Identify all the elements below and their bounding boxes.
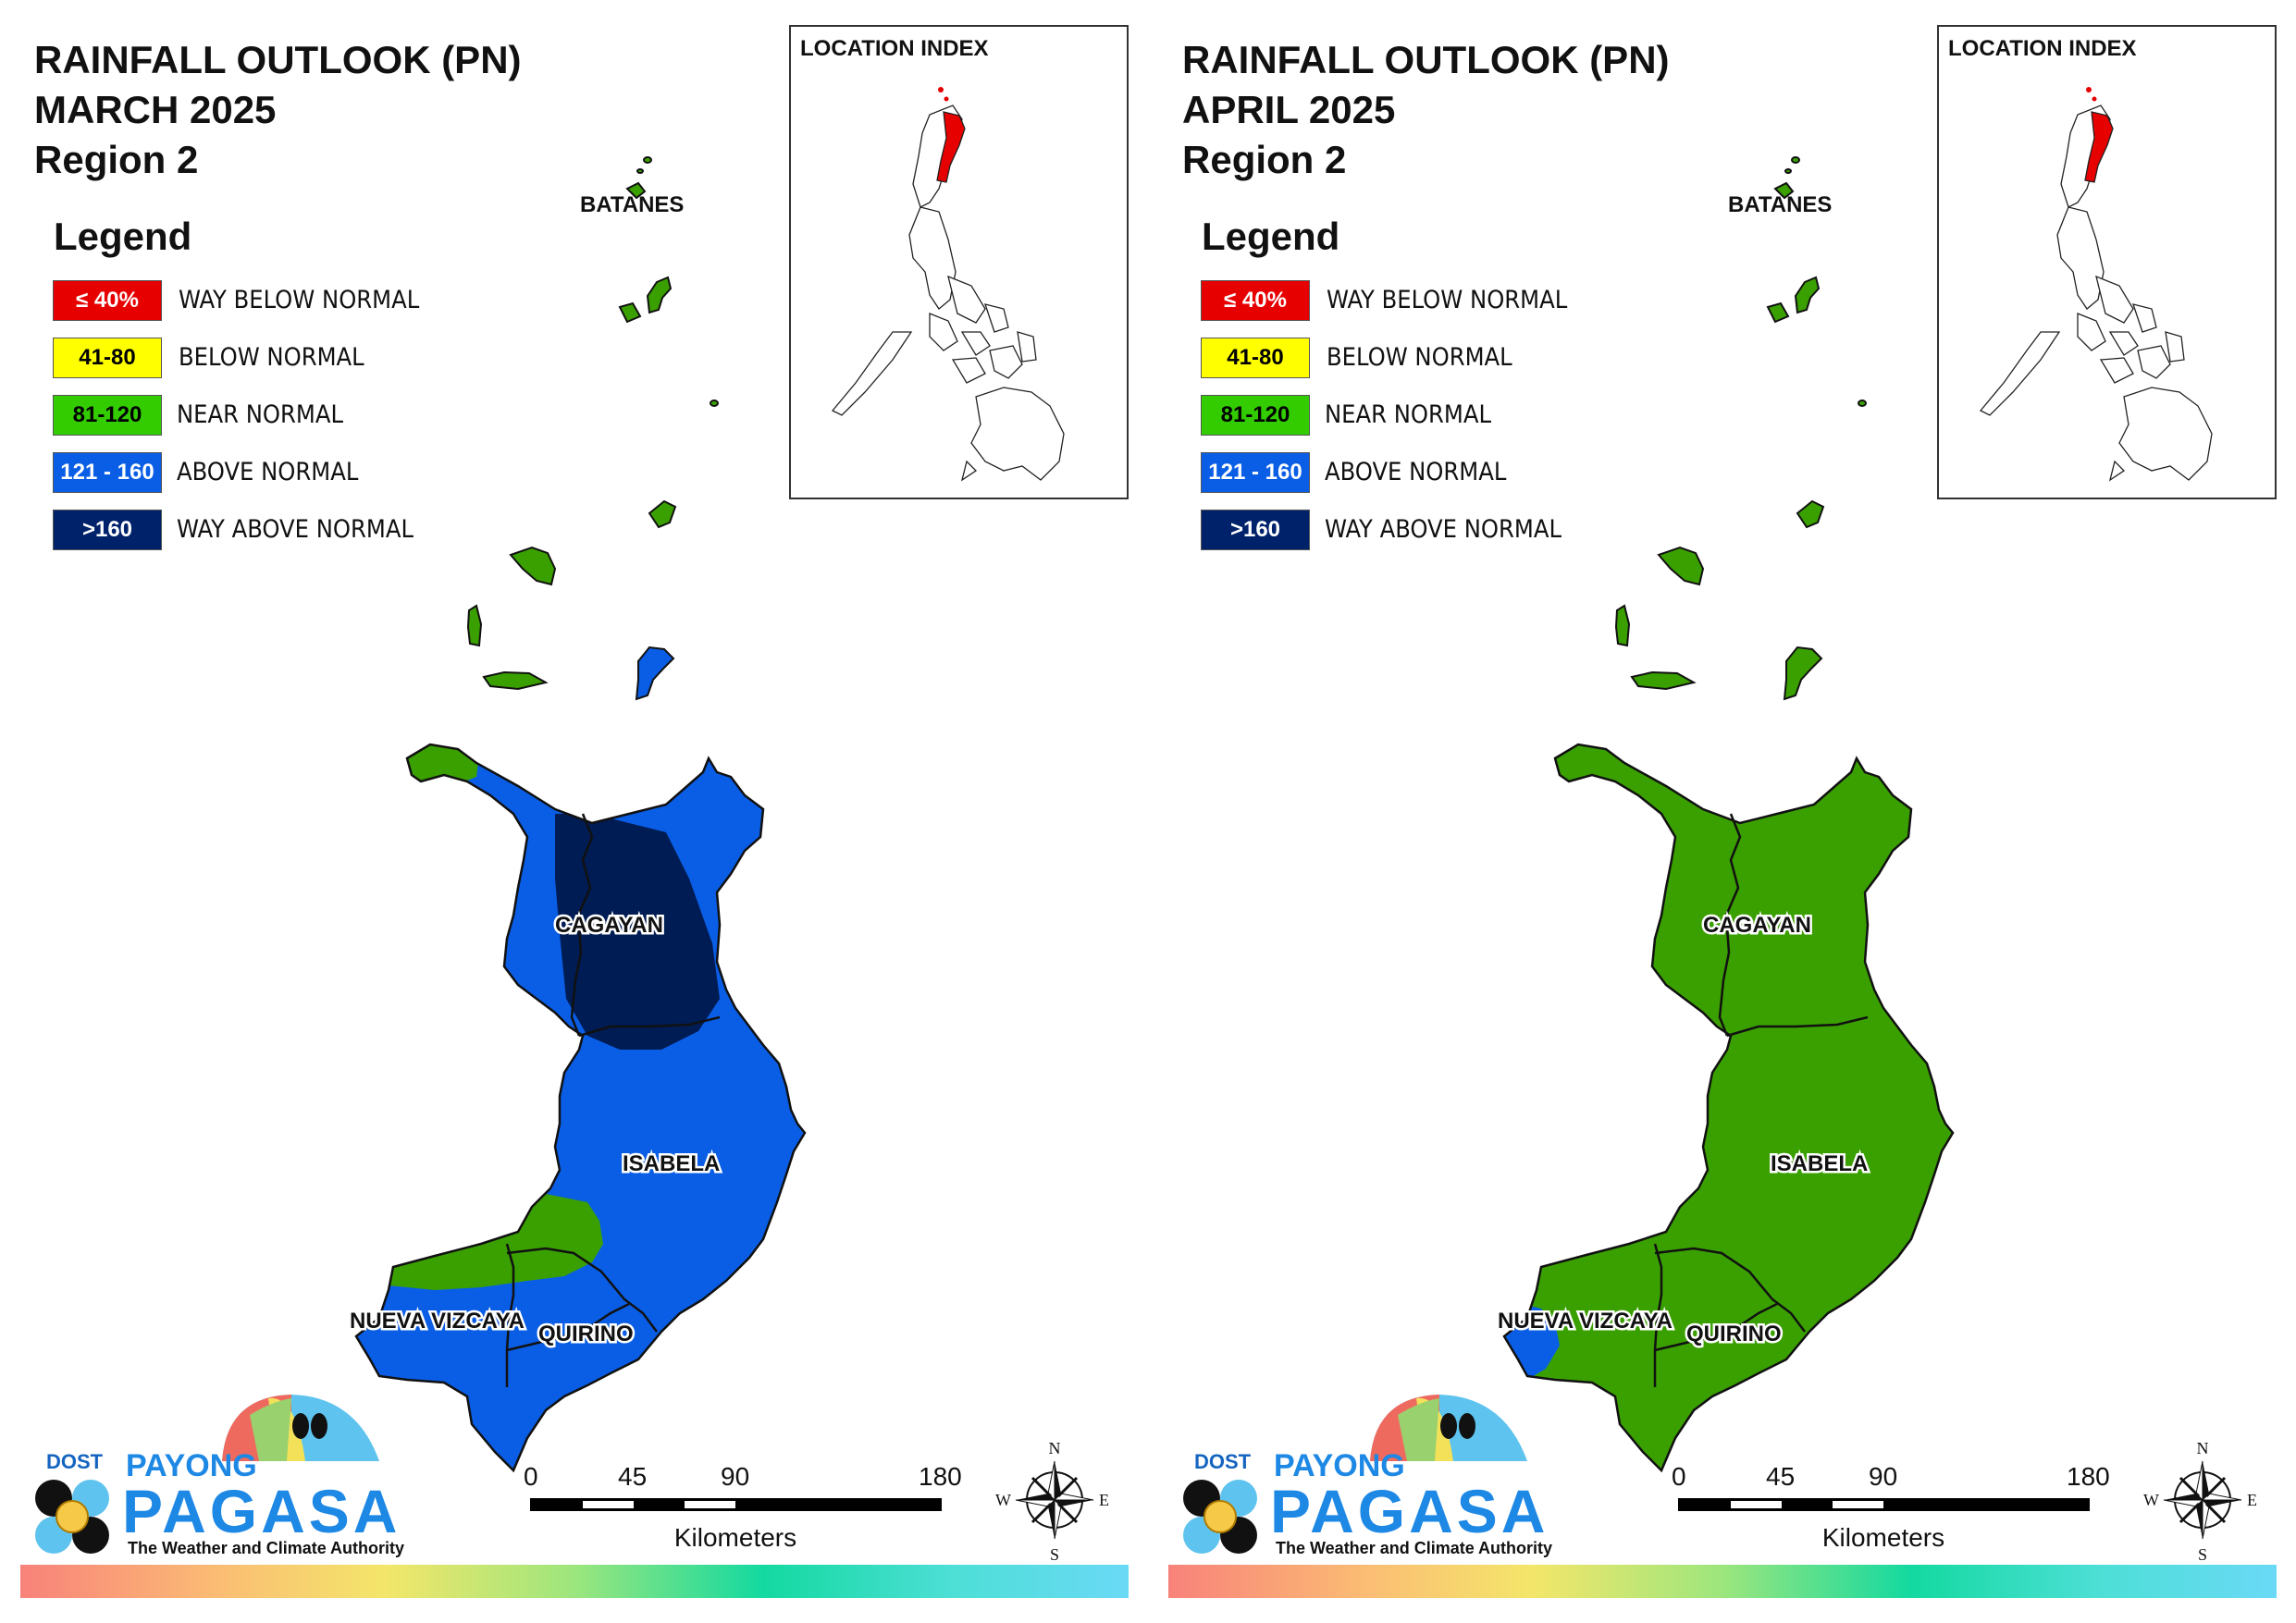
inset-title: LOCATION INDEX: [1948, 36, 2137, 61]
legend-label: BELOW NORMAL: [179, 343, 364, 372]
gradient-footer-bar: [1168, 1565, 2277, 1598]
scale-tick: 0: [524, 1462, 538, 1491]
legend-swatch: 121 - 160: [53, 452, 162, 493]
title-line-3: Region 2: [34, 138, 199, 181]
label-isabela: ISABELA: [1771, 1151, 1868, 1176]
legend-label: NEAR NORMAL: [1325, 400, 1491, 429]
legend-label: NEAR NORMAL: [177, 400, 343, 429]
title-line-3: Region 2: [1182, 138, 1347, 181]
logo-dost: DOST: [46, 1450, 104, 1473]
scale-tick: 90: [1869, 1462, 1897, 1491]
pagasa-logo: DOST PAYONG PAGASA The Weather and Clima…: [28, 1387, 404, 1572]
scale-bar: 0 45 90 180 Kilometers N S E W: [524, 1439, 1109, 1564]
legend-heading: Legend: [54, 215, 192, 258]
map-title: RAINFALL OUTLOOK (PN) MARCH 2025 Region …: [34, 35, 522, 185]
label-isabela: ISABELA: [623, 1151, 720, 1176]
label-nueva-vizcaya: NUEVA VIZCAYA: [1498, 1309, 1673, 1334]
legend-label: ABOVE NORMAL: [1325, 458, 1507, 486]
legend-label: WAY ABOVE NORMAL: [177, 515, 414, 544]
svg-text:S: S: [2198, 1545, 2207, 1564]
logo-payong: PAYONG: [1274, 1448, 1405, 1483]
label-nueva-vizcaya: NUEVA VIZCAYA: [350, 1309, 525, 1334]
philippines-outline: [1979, 87, 2213, 482]
outlook-panel-march: RAINFALL OUTLOOK (PN) MARCH 2025 Region …: [20, 25, 1129, 1598]
svg-text:W: W: [995, 1491, 1011, 1509]
scale-tick: 45: [1766, 1462, 1795, 1491]
label-quirino: QUIRINO: [1686, 1322, 1782, 1346]
scale-tick: 0: [1672, 1462, 1686, 1491]
legend-swatch: 81-120: [1201, 395, 1310, 436]
scale-tick: 180: [2067, 1462, 2110, 1491]
umbrella-icon: [222, 1395, 379, 1461]
svg-text:W: W: [2143, 1491, 2159, 1509]
title-line-2: APRIL 2025: [1182, 88, 1396, 131]
region-2-map: BATANES CAGAYAN ISABELA NUEVA VIZCAYA QU…: [350, 156, 807, 1473]
legend-swatch: >160: [53, 510, 162, 550]
title-line-2: MARCH 2025: [34, 88, 277, 131]
province-boundaries: [1502, 743, 1955, 1473]
location-index-inset: LOCATION INDEX: [1937, 25, 2277, 499]
svg-text:N: N: [2197, 1439, 2209, 1457]
legend-swatch: 121 - 160: [1201, 452, 1310, 493]
svg-text:N: N: [1049, 1439, 1061, 1457]
location-index-inset: LOCATION INDEX: [789, 25, 1129, 499]
region-2-map: BATANES CAGAYAN ISABELA NUEVA VIZCAYA QU…: [1496, 156, 1955, 1473]
label-batanes: BATANES: [1728, 192, 1832, 217]
outlook-panel-april: RAINFALL OUTLOOK (PN) APRIL 2025 Region …: [1148, 0, 2296, 1623]
compass-rose-icon: N S E W: [995, 1439, 1109, 1564]
dost-emblem-icon: [1183, 1480, 1257, 1554]
scale-bar: 0 45 90 180 Kilometers N S E W: [1672, 1439, 2257, 1564]
map-title: RAINFALL OUTLOOK (PN) APRIL 2025 Region …: [1182, 35, 1670, 185]
legend-label: WAY ABOVE NORMAL: [1325, 515, 1562, 544]
legend-label: WAY BELOW NORMAL: [1327, 286, 1568, 314]
region-2-highlight: [2084, 111, 2114, 183]
pagasa-logo: DOST PAYONG PAGASA The Weather and Clima…: [1176, 1387, 1552, 1572]
legend-label: BELOW NORMAL: [1327, 343, 1512, 372]
logo-pagasa: PAGASA: [122, 1477, 401, 1545]
legend-swatch: ≤ 40%: [53, 280, 162, 321]
logo-pagasa: PAGASA: [1270, 1477, 1549, 1545]
region-2-highlight: [936, 111, 966, 183]
svg-text:E: E: [1099, 1491, 1109, 1509]
gradient-footer-bar: [20, 1565, 1129, 1598]
inset-title: LOCATION INDEX: [800, 36, 989, 61]
label-batanes: BATANES: [580, 192, 684, 217]
title-line-1: RAINFALL OUTLOOK (PN): [34, 38, 522, 81]
label-cagayan: CAGAYAN: [1703, 913, 1811, 938]
title-line-1: RAINFALL OUTLOOK (PN): [1182, 38, 1670, 81]
province-boundaries: [354, 743, 807, 1473]
compass-rose-icon: N S E W: [2143, 1439, 2257, 1564]
dost-emblem-icon: [35, 1480, 109, 1554]
legend-swatch: 41-80: [53, 338, 162, 378]
scale-unit: Kilometers: [674, 1523, 796, 1552]
logo-dost: DOST: [1194, 1450, 1252, 1473]
batanes-islands: [466, 156, 719, 701]
legend-label: ABOVE NORMAL: [177, 458, 359, 486]
legend-heading: Legend: [1202, 215, 1340, 258]
label-cagayan: CAGAYAN: [555, 913, 663, 938]
svg-text:S: S: [1050, 1545, 1059, 1564]
logo-tagline: The Weather and Climate Authority: [1276, 1539, 1553, 1557]
legend-swatch: ≤ 40%: [1201, 280, 1310, 321]
logo-payong: PAYONG: [126, 1448, 257, 1483]
logo-tagline: The Weather and Climate Authority: [128, 1539, 405, 1557]
scale-tick: 180: [919, 1462, 962, 1491]
svg-text:E: E: [2247, 1491, 2257, 1509]
legend-swatch: 81-120: [53, 395, 162, 436]
label-quirino: QUIRINO: [538, 1322, 634, 1346]
scale-unit: Kilometers: [1822, 1523, 1944, 1552]
scale-tick: 45: [618, 1462, 647, 1491]
legend-swatch: >160: [1201, 510, 1310, 550]
legend-swatch: 41-80: [1201, 338, 1310, 378]
philippines-outline: [831, 87, 1065, 482]
scale-tick: 90: [721, 1462, 749, 1491]
legend-label: WAY BELOW NORMAL: [179, 286, 420, 314]
batanes-islands: [1614, 156, 1867, 701]
umbrella-icon: [1370, 1395, 1527, 1461]
